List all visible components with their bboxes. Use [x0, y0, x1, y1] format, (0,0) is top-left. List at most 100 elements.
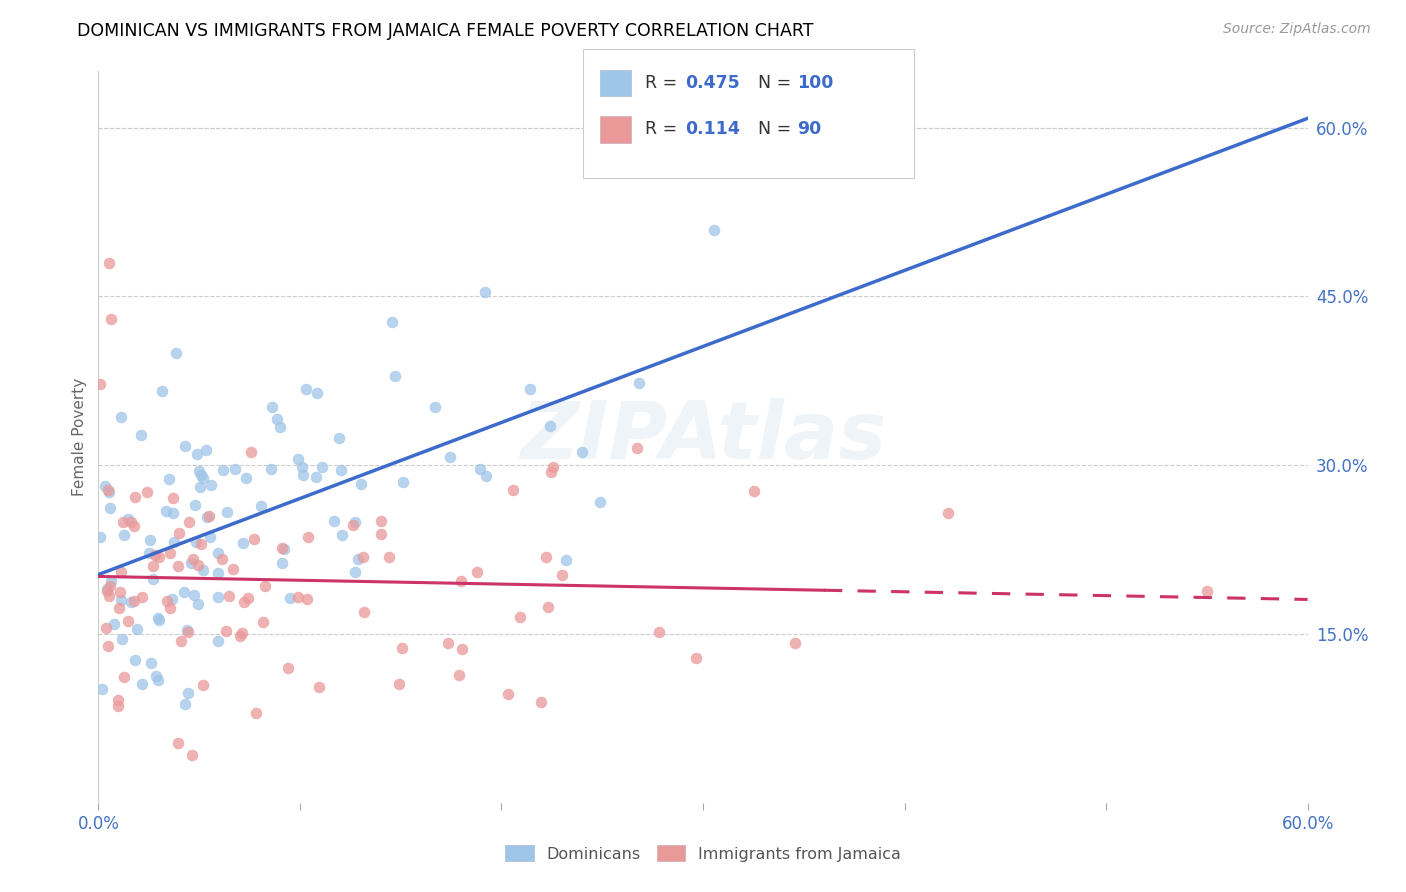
Point — [195, 509, 218, 524]
Point — [157, 472, 180, 486]
Point — [423, 400, 446, 414]
Point — [249, 500, 271, 514]
Point — [117, 512, 139, 526]
Point — [439, 450, 461, 464]
Point — [173, 439, 195, 453]
Point — [167, 526, 190, 541]
Point — [218, 589, 240, 603]
Point — [162, 506, 184, 520]
Point — [509, 610, 531, 624]
Point — [124, 653, 146, 667]
Point — [184, 498, 207, 512]
Point — [110, 410, 132, 425]
Point — [502, 483, 524, 497]
Point — [270, 556, 292, 570]
Text: DOMINICAN VS IMMIGRANTS FROM JAMAICA FEMALE POVERTY CORRELATION CHART: DOMINICAN VS IMMIGRANTS FROM JAMAICA FEM… — [77, 22, 814, 40]
Point — [311, 460, 333, 475]
Point — [177, 515, 200, 529]
Point — [232, 595, 254, 609]
Text: N =: N = — [758, 74, 797, 92]
Text: ZIPAtlas: ZIPAtlas — [520, 398, 886, 476]
Point — [231, 626, 253, 640]
Point — [229, 629, 252, 643]
Point — [450, 574, 472, 588]
Point — [191, 470, 214, 484]
Point — [120, 516, 142, 530]
Point — [388, 677, 411, 691]
Point — [98, 589, 121, 603]
Y-axis label: Female Poverty: Female Poverty — [72, 378, 87, 496]
Point — [98, 255, 121, 269]
Point — [344, 515, 367, 529]
Point — [215, 624, 238, 638]
Point — [170, 633, 193, 648]
Point — [384, 368, 406, 383]
Point — [129, 427, 152, 442]
Point — [271, 541, 294, 555]
Point — [703, 223, 725, 237]
Point — [127, 622, 149, 636]
Point — [142, 558, 165, 573]
Point — [239, 445, 262, 459]
Point — [305, 470, 328, 484]
Point — [162, 534, 184, 549]
Point — [180, 748, 202, 763]
Point — [589, 495, 612, 509]
Point — [180, 556, 202, 570]
Point — [236, 591, 259, 606]
Point — [186, 447, 208, 461]
Point — [183, 588, 205, 602]
Point — [146, 673, 169, 687]
Point — [122, 518, 145, 533]
Point — [332, 528, 354, 542]
Point — [212, 463, 235, 477]
Point — [146, 611, 169, 625]
Point — [139, 656, 162, 670]
Point — [626, 441, 648, 455]
Point — [148, 613, 170, 627]
Point — [100, 312, 122, 326]
Point — [98, 579, 121, 593]
Point — [783, 636, 806, 650]
Point — [627, 376, 650, 391]
Point — [124, 490, 146, 504]
Point — [287, 452, 309, 467]
Text: Source: ZipAtlas.com: Source: ZipAtlas.com — [1223, 22, 1371, 37]
Point — [370, 526, 392, 541]
Point — [148, 550, 170, 565]
Point — [97, 640, 120, 654]
Point — [936, 507, 959, 521]
Point — [207, 566, 229, 580]
Point — [571, 445, 593, 459]
Point — [181, 552, 204, 566]
Point — [122, 594, 145, 608]
Point — [377, 550, 399, 565]
Point — [291, 460, 314, 475]
Point — [287, 590, 309, 604]
Point — [131, 677, 153, 691]
Point — [328, 431, 350, 445]
Point — [292, 468, 315, 483]
Legend: Dominicans, Immigrants from Jamaica: Dominicans, Immigrants from Jamaica — [499, 839, 907, 868]
Point — [295, 592, 318, 607]
Point — [103, 616, 125, 631]
Point — [190, 468, 212, 483]
Point — [381, 315, 404, 329]
Point — [550, 568, 572, 582]
Point — [97, 483, 120, 497]
Text: 100: 100 — [797, 74, 834, 92]
Point — [347, 552, 370, 566]
Point — [100, 574, 122, 589]
Point — [173, 584, 195, 599]
Point — [269, 420, 291, 434]
Point — [187, 597, 209, 611]
Point — [112, 528, 135, 542]
Point — [91, 682, 114, 697]
Text: 0.475: 0.475 — [685, 74, 740, 92]
Point — [243, 532, 266, 546]
Point — [112, 516, 135, 530]
Point — [530, 695, 553, 709]
Point — [470, 462, 492, 476]
Point — [252, 615, 274, 630]
Point — [110, 593, 132, 607]
